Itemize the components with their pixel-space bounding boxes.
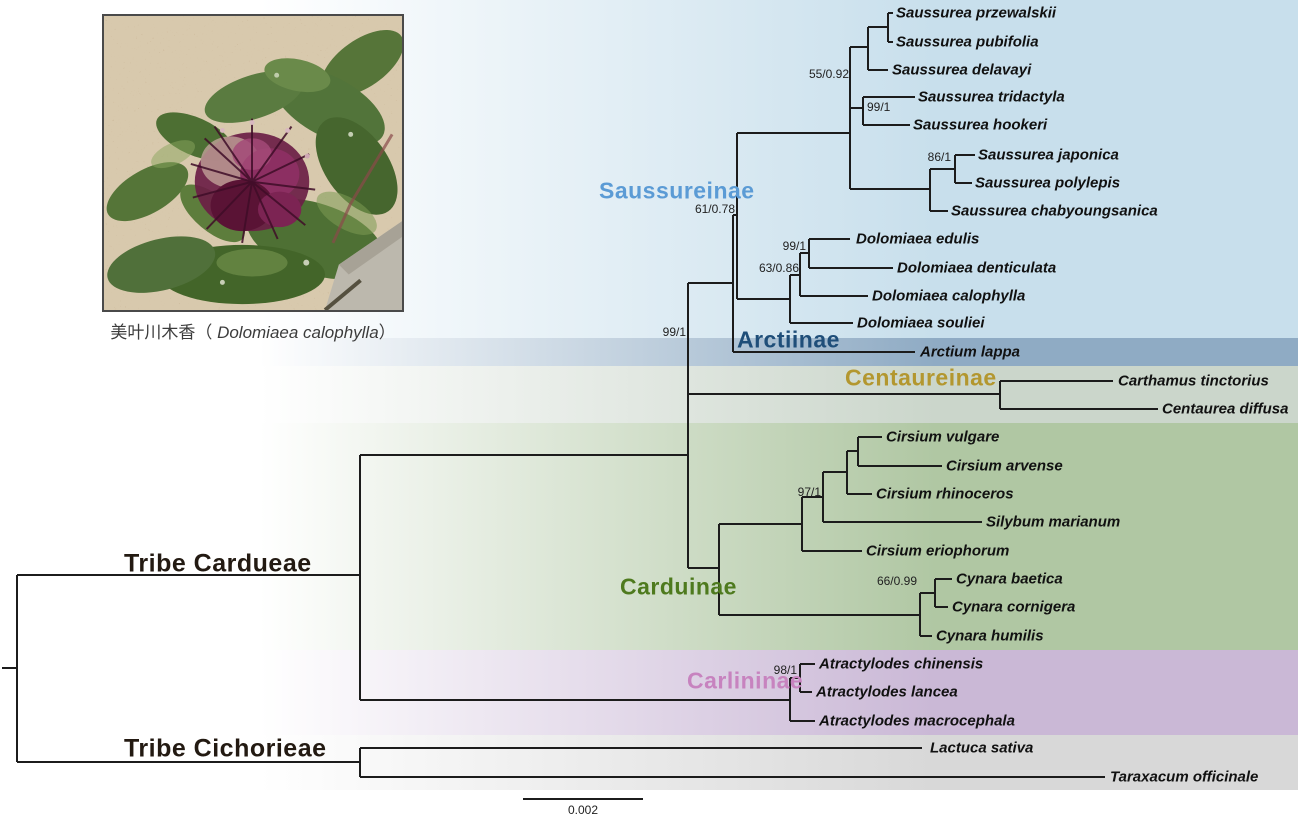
support-value: 86/1 xyxy=(927,150,951,164)
leaf-label: Carthamus tinctorius xyxy=(1118,372,1269,390)
support-value: 98/1 xyxy=(773,663,797,677)
leaf-label: Cynara humilis xyxy=(936,627,1044,645)
leaf-label: Dolomiaea denticulata xyxy=(897,259,1057,277)
tribe-label-tribe-cichorieae: Tribe Cichorieae xyxy=(124,734,327,763)
leaf-label: Dolomiaea calophylla xyxy=(872,287,1026,305)
support-value: 99/1 xyxy=(662,325,686,339)
band-carlininae xyxy=(0,650,1298,735)
plant-photo xyxy=(104,16,402,310)
support-value: 97/1 xyxy=(797,485,821,499)
leaf-label: Cirsium vulgare xyxy=(886,428,1000,446)
subtribe-label-arctiinae: Arctiinae xyxy=(737,326,840,353)
photo-caption: 美叶川木香（ Dolomiaea calophylla） xyxy=(92,318,414,343)
band-centaureinae xyxy=(0,366,1298,423)
subtribe-label-centaureinae: Centaureinae xyxy=(845,364,997,391)
support-value: 66/0.99 xyxy=(876,574,917,588)
scale-bar-label: 0.002 xyxy=(567,803,599,817)
plant-photo-frame xyxy=(102,14,404,312)
leaf-label: Cirsium eriophorum xyxy=(866,542,1010,560)
caption-paren-open: （ xyxy=(195,323,218,342)
leaf-label: Saussurea japonica xyxy=(978,146,1119,164)
support-value: 63/0.86 xyxy=(758,261,799,275)
leaf-label: Arctium lappa xyxy=(920,343,1021,361)
leaf-label: Dolomiaea edulis xyxy=(856,230,980,248)
support-value: 61/0.78 xyxy=(694,202,735,216)
leaf-label: Cirsium rhinoceros xyxy=(876,485,1014,503)
leaf-label: Cirsium arvense xyxy=(946,457,1063,475)
rock xyxy=(323,221,402,310)
caption-latin-name: Dolomiaea calophylla xyxy=(217,323,379,342)
leaf-label: Centaurea diffusa xyxy=(1162,400,1289,418)
leaf-label: Atractylodes lancea xyxy=(816,683,958,701)
leaf-label: Saussurea chabyoungsanica xyxy=(951,202,1158,220)
leaf-label: Silybum marianum xyxy=(986,513,1121,531)
leaf-label: Saussurea delavayi xyxy=(892,61,1032,79)
leaf-label: Saussurea tridactyla xyxy=(918,88,1065,106)
leaf-label: Cynara cornigera xyxy=(952,598,1076,616)
leaf-label: Saussurea polylepis xyxy=(975,174,1121,192)
support-value: 99/1 xyxy=(867,100,891,114)
leaf-label: Dolomiaea souliei xyxy=(857,314,985,332)
leaf-label: Cynara baetica xyxy=(956,570,1063,588)
leaf-label: Atractylodes macrocephala xyxy=(819,712,1015,730)
thistle-flower xyxy=(190,118,316,244)
leaf-label: Taraxacum officinale xyxy=(1110,768,1259,786)
leaf-label: Saussurea pubifolia xyxy=(896,33,1039,51)
caption-paren-close: ） xyxy=(378,323,396,342)
tribe-label-tribe-cardueae: Tribe Cardueae xyxy=(124,549,312,578)
leaf-label: Saussurea hookeri xyxy=(913,116,1048,134)
leaf-label: Lactuca sativa xyxy=(930,739,1034,757)
caption-chinese: 美叶川木香 xyxy=(110,323,196,342)
band-carduinae xyxy=(0,423,1298,650)
leaf-label: Saussurea przewalskii xyxy=(896,4,1057,22)
rosette-leaves xyxy=(106,29,402,305)
leaf-label: Atractylodes chinensis xyxy=(819,655,984,673)
subtribe-label-carlininae: Carlininae xyxy=(687,667,804,694)
band-arctiinae xyxy=(0,338,1298,366)
support-value: 55/0.92 xyxy=(808,67,849,81)
subtribe-label-saussureinae: Saussureinae xyxy=(599,177,755,204)
subtribe-label-carduinae: Carduinae xyxy=(620,573,737,600)
support-value: 99/1 xyxy=(782,239,806,253)
